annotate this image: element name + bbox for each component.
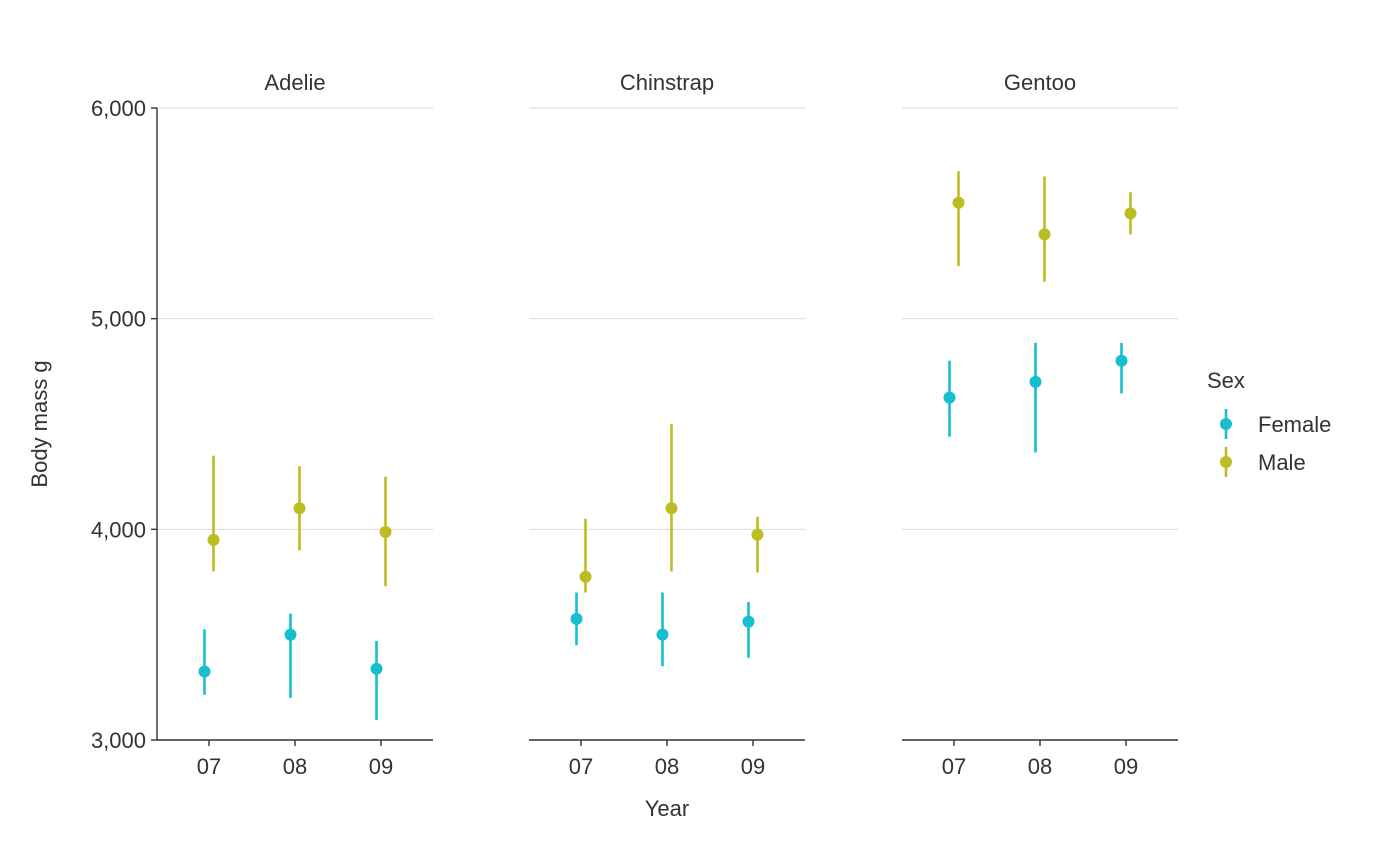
data-point: [579, 570, 592, 583]
data-point: [751, 528, 764, 541]
panel-adelie: Adelie 07 08 09 3,000 4,000 5,000 6,000: [91, 70, 433, 779]
panel-chinstrap: Chinstrap 07 08 09: [529, 70, 805, 779]
x-tick-label: 08: [1028, 754, 1052, 779]
x-tick-label: 09: [369, 754, 393, 779]
data-point: [656, 628, 669, 641]
data-point: [1038, 228, 1051, 241]
y-tick-label: 5,000: [91, 307, 146, 332]
data-point: [1029, 375, 1042, 388]
x-tick-label: 07: [942, 754, 966, 779]
x-tick-label: 08: [283, 754, 307, 779]
facet-label: Gentoo: [1004, 70, 1076, 95]
facet-label: Chinstrap: [620, 70, 714, 95]
data-point: [1124, 207, 1137, 220]
y-tick-label: 6,000: [91, 96, 146, 121]
y-tick-label: 3,000: [91, 728, 146, 753]
panel-gentoo: Gentoo 07 08 09: [902, 70, 1178, 779]
data-point: [207, 533, 220, 546]
x-axis-title: Year: [645, 796, 689, 821]
data-point: [570, 612, 583, 625]
data-point: [293, 502, 306, 515]
legend-item-male: Male: [1220, 447, 1306, 477]
y-axis-title: Body mass g: [27, 360, 52, 487]
legend-item-female: Female: [1220, 409, 1331, 439]
data-point: [198, 665, 211, 678]
legend-key-dot: [1220, 418, 1232, 430]
legend-items: Female Male: [1220, 409, 1331, 477]
x-tick-label: 07: [569, 754, 593, 779]
panels: Adelie 07 08 09 3,000 4,000 5,000 6,000 Chinstra…: [91, 70, 1178, 779]
facet-label: Adelie: [264, 70, 325, 95]
legend-label: Male: [1258, 450, 1306, 475]
x-tick-label: 07: [197, 754, 221, 779]
x-tick-label: 08: [655, 754, 679, 779]
data-point: [370, 662, 383, 675]
x-tick-label: 09: [741, 754, 765, 779]
legend-key-dot: [1220, 456, 1232, 468]
data-point: [379, 525, 392, 538]
data-point: [665, 502, 678, 515]
data-point: [952, 196, 965, 209]
legend-title: Sex: [1207, 368, 1245, 393]
y-tick-label: 4,000: [91, 517, 146, 542]
data-point: [943, 391, 956, 404]
legend-label: Female: [1258, 412, 1331, 437]
data-point: [742, 615, 755, 628]
data-point: [284, 628, 297, 641]
data-point: [1115, 354, 1128, 367]
x-tick-label: 09: [1114, 754, 1138, 779]
legend: Sex Female Male: [1207, 368, 1331, 477]
